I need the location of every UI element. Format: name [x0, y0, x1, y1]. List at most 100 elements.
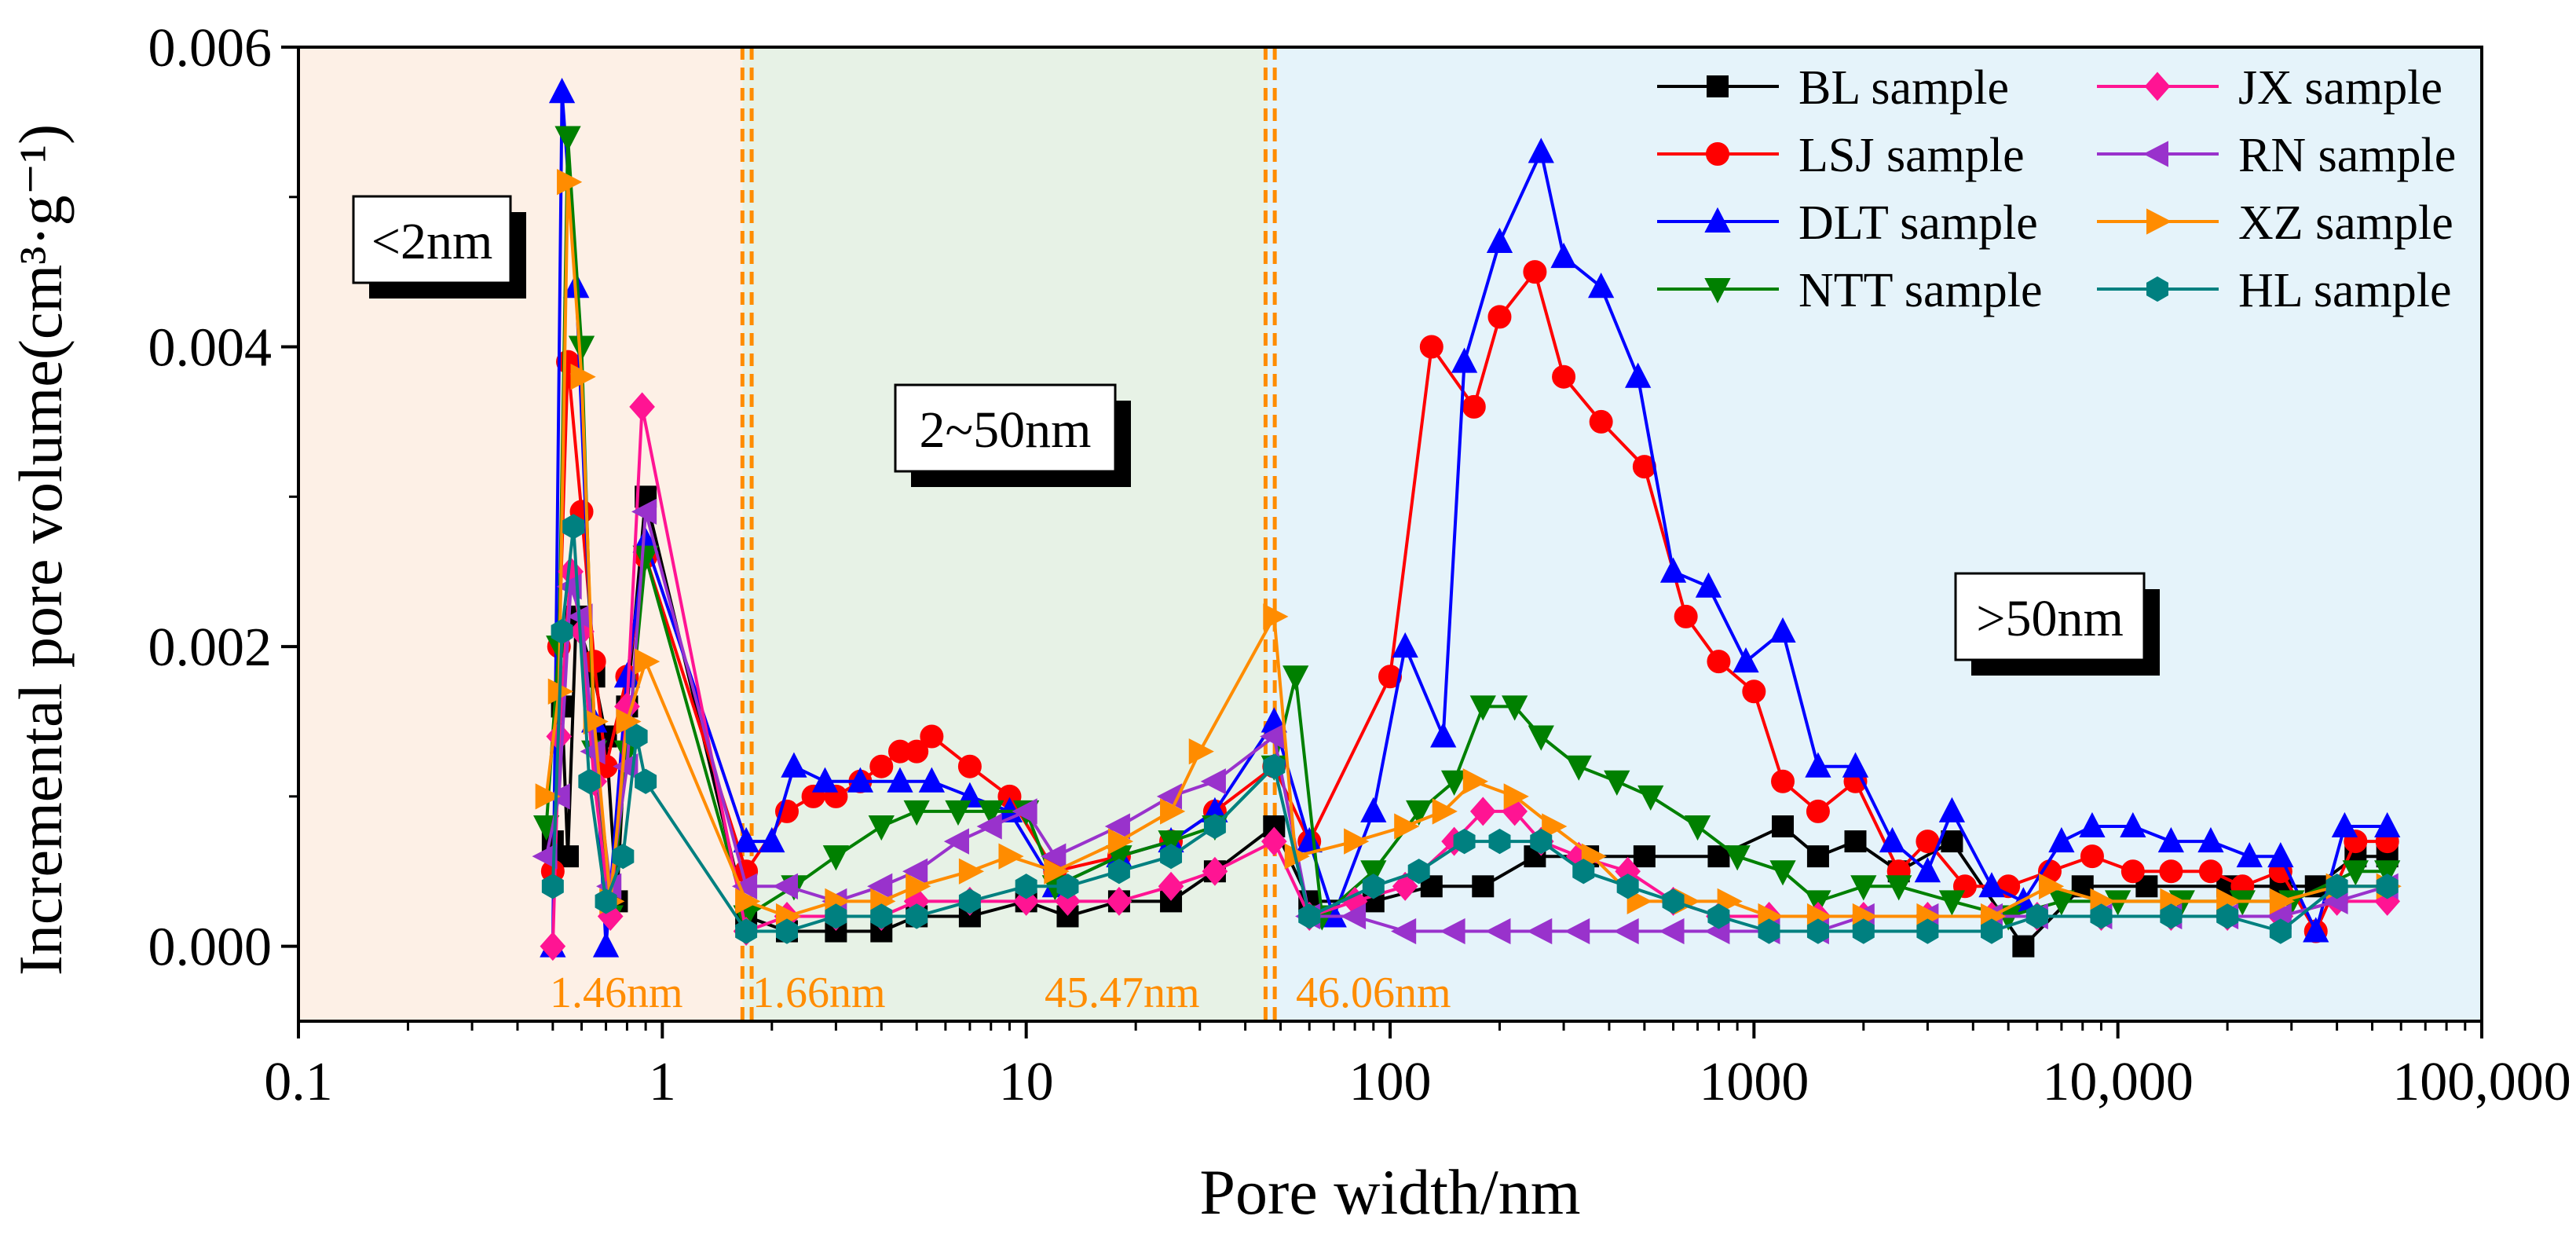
series-point	[570, 364, 596, 390]
series-point	[1407, 859, 1430, 885]
series-point	[2197, 826, 2224, 853]
series-point	[2120, 811, 2146, 837]
series-point	[2012, 935, 2035, 958]
series-point	[1188, 738, 1214, 765]
series-point	[906, 873, 931, 899]
series-point	[595, 888, 617, 914]
series-point	[2160, 903, 2183, 929]
series-point	[869, 754, 894, 778]
series-point	[1360, 860, 1387, 886]
series-point	[1263, 603, 1289, 630]
series-hl-sample	[541, 514, 2399, 944]
series-point	[2342, 860, 2369, 886]
y-tick-label: 0.002	[148, 617, 273, 678]
series-point	[1158, 830, 1184, 856]
series-point	[632, 545, 659, 571]
series-point	[592, 932, 620, 958]
series-point	[1733, 646, 1759, 673]
series-point	[2374, 811, 2401, 837]
series-point	[1938, 797, 1966, 822]
series-point	[1528, 725, 1554, 751]
legend-marker	[2146, 276, 2168, 302]
series-point	[1616, 874, 1639, 899]
series-point	[1564, 918, 1590, 945]
series-point	[557, 845, 580, 868]
series-point	[887, 767, 913, 793]
series-point	[1453, 828, 1476, 855]
series-point	[1462, 394, 1486, 419]
series-point	[2159, 859, 2183, 884]
series-point	[541, 874, 564, 899]
region-band-2	[1268, 47, 2482, 1021]
series-point	[2079, 811, 2106, 837]
legend-label: XZ sample	[2238, 196, 2453, 250]
series-point	[2157, 826, 2185, 853]
legend-item-lsj-sample: LSJ sample	[1657, 129, 2025, 182]
series-point	[759, 826, 785, 853]
series-point	[1637, 785, 1664, 811]
legend-label: RN sample	[2238, 129, 2456, 182]
series-point	[957, 754, 982, 778]
series-point	[1530, 828, 1553, 855]
series-point	[1340, 903, 1367, 930]
series-point	[2025, 903, 2048, 929]
series-point	[870, 903, 893, 929]
legend-marker	[2144, 71, 2171, 101]
series-point	[905, 739, 929, 764]
series-point	[551, 618, 573, 645]
series-point	[1886, 875, 1912, 901]
series-point	[1160, 798, 1186, 825]
region-label-box	[894, 383, 1117, 473]
legend-label: JX sample	[2238, 61, 2442, 115]
y-tick-label: 0.006	[148, 18, 273, 79]
legend: BL sample LSJ sample DLT sample NTT sample J…	[1657, 61, 2456, 317]
series-point	[1624, 362, 1652, 388]
series-point	[1469, 695, 1496, 721]
series-point	[631, 498, 657, 526]
series-layer	[532, 78, 2402, 961]
series-point	[578, 768, 601, 794]
region-band-1	[742, 47, 1268, 1021]
series-point	[918, 767, 946, 793]
series-point	[1488, 828, 1511, 855]
series-point	[1684, 815, 1711, 841]
series-point	[635, 648, 660, 675]
series-point	[1941, 830, 1963, 853]
series-point	[1107, 828, 1134, 855]
series-point	[1261, 826, 1287, 856]
series-point	[2090, 903, 2113, 929]
legend-label: LSJ sample	[1798, 129, 2025, 182]
region-label-text: >50nm	[1976, 590, 2124, 647]
series-point	[1707, 903, 1730, 929]
series-point	[1487, 305, 1512, 329]
legend-label: DLT sample	[1798, 196, 2038, 250]
series-point	[1360, 797, 1387, 822]
series-point	[1587, 273, 1615, 299]
series-point	[1916, 918, 1939, 944]
series-point	[1392, 632, 1418, 658]
series-point	[2269, 918, 2292, 944]
x-tick-label: 0.1	[264, 1052, 333, 1112]
series-point	[903, 800, 930, 826]
series-point	[2269, 888, 2296, 915]
series-point	[772, 873, 798, 899]
series-point	[616, 708, 642, 735]
series-point	[548, 78, 576, 104]
series-point	[1160, 843, 1183, 870]
legend-label: HL sample	[2238, 264, 2451, 317]
series-point	[562, 514, 585, 540]
x-tick-label: 1000	[1699, 1052, 1809, 1112]
legend-label: BL sample	[1798, 61, 2009, 115]
series-point	[1527, 918, 1553, 945]
series-point	[1542, 813, 1568, 840]
x-tick-label: 10	[999, 1052, 1054, 1112]
series-point	[1432, 798, 1458, 825]
series-point	[1200, 768, 1226, 795]
series-point	[1451, 347, 1478, 373]
series-point	[1430, 722, 1457, 748]
series-point	[1771, 769, 1795, 793]
series-point	[1502, 695, 1528, 721]
series-point	[822, 845, 850, 871]
series-point	[1695, 572, 1722, 598]
series-point	[867, 873, 893, 899]
